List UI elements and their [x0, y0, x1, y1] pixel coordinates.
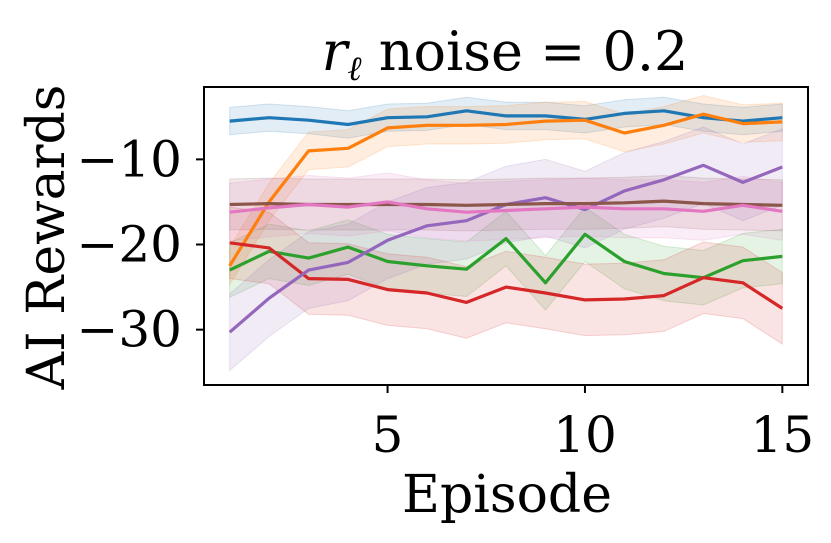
chart-title-variable: r — [322, 20, 351, 83]
series-lines — [228, 109, 784, 334]
y-axis-label: AI Rewards — [17, 85, 77, 391]
band-pink — [229, 172, 783, 242]
x-axis-label: Episode — [402, 465, 612, 525]
y-tick-label--20: −20 — [76, 216, 182, 274]
y-tick-label--30: −30 — [76, 301, 182, 359]
confidence-bands — [229, 94, 783, 372]
band-red — [229, 206, 783, 346]
y-tick-label--10: −10 — [76, 130, 182, 188]
x-tick-label-15: 15 — [751, 406, 815, 464]
x-tick-label-5: 5 — [372, 406, 404, 464]
series-line-red — [229, 241, 784, 310]
chart-title-subscript: ℓ — [347, 49, 361, 89]
band-orange — [229, 94, 783, 287]
x-axis-ticks: 5 10 15 — [372, 385, 814, 464]
series-line-pink — [229, 200, 783, 214]
chart-title: rℓ noise = 0.2 — [322, 20, 689, 89]
series-line-blue — [229, 109, 783, 127]
x-tick-label-10: 10 — [553, 406, 617, 464]
y-axis-ticks: −10 −20 −30 — [76, 130, 204, 359]
series-line-orange — [228, 112, 783, 267]
chart-title-rest: noise = 0.2 — [362, 20, 689, 83]
band-blue — [229, 96, 783, 139]
series-line-green — [229, 232, 783, 285]
plot-frame — [203, 86, 809, 386]
